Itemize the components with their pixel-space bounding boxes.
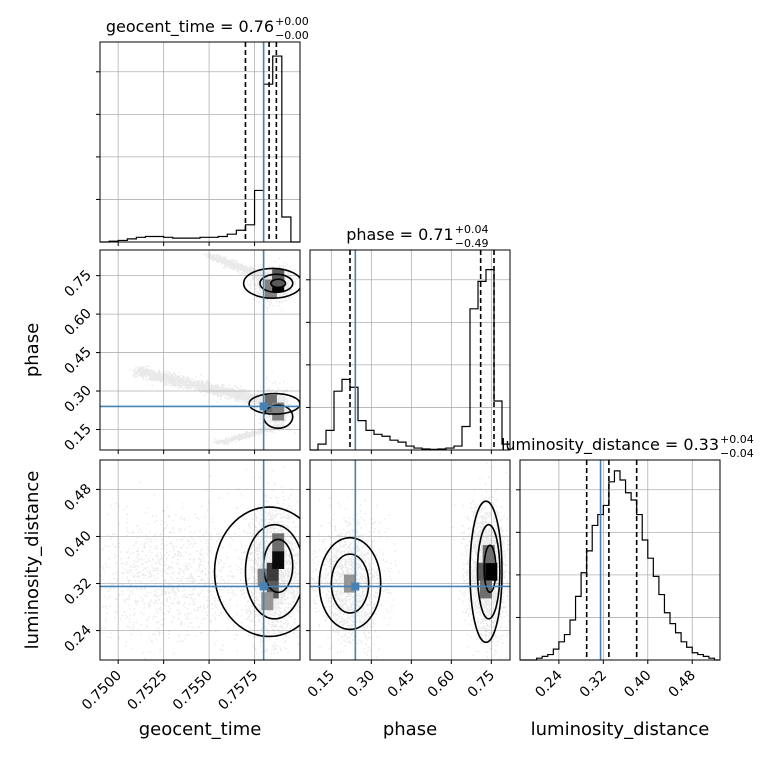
title-geocent_time: geocent_time = 0.76 bbox=[106, 17, 274, 37]
histogram-frame bbox=[519, 459, 721, 661]
density-cell-2 bbox=[272, 269, 285, 288]
x-tick-label-geocent_time: 0.7500 bbox=[79, 668, 125, 714]
contour-2 bbox=[469, 500, 503, 644]
x-axis-label-luminosity_distance: luminosity_distance bbox=[531, 719, 710, 740]
histogram-phase bbox=[310, 269, 510, 451]
histogram-panel-geocent_time bbox=[96, 41, 301, 246]
density-cell-3 bbox=[482, 545, 495, 564]
contour-frame bbox=[99, 249, 301, 451]
y-tick-label-phase: 0.30 bbox=[61, 383, 94, 416]
y-tick-label-phase: 0.15 bbox=[61, 421, 94, 454]
truth-marker bbox=[259, 402, 268, 411]
contour-1 bbox=[244, 523, 300, 620]
x-tick-label-luminosity_distance: 0.24 bbox=[532, 667, 565, 700]
y-axis-label-luminosity_distance: luminosity_distance bbox=[22, 471, 43, 650]
histogram-luminosity_distance bbox=[520, 470, 720, 661]
y-tick-label-luminosity_distance: 0.24 bbox=[61, 622, 94, 655]
contour-1 bbox=[259, 273, 294, 294]
x-axis-label-phase: phase bbox=[383, 719, 437, 740]
density-cell-4 bbox=[272, 533, 285, 552]
contour-0 bbox=[213, 506, 300, 638]
x-axis-label-geocent_time: geocent_time bbox=[139, 719, 262, 740]
contour-3 bbox=[476, 523, 501, 620]
y-tick-label-phase: 0.45 bbox=[61, 344, 94, 377]
contour-frame bbox=[99, 459, 301, 661]
histogram-panel-luminosity_distance bbox=[516, 459, 721, 664]
density-cell-4 bbox=[480, 580, 492, 599]
y-tick-label-luminosity_distance: 0.48 bbox=[61, 481, 94, 514]
panel-content bbox=[100, 250, 300, 450]
title-luminosity_distance-upper-error: +0.04 bbox=[720, 433, 754, 446]
y-tick-label-phase: 0.60 bbox=[61, 306, 94, 339]
contour-panel-geocent_time-vs-phase bbox=[96, 249, 301, 454]
contour-2 bbox=[270, 278, 287, 289]
histogram-frame bbox=[99, 41, 301, 243]
histogram-frame bbox=[309, 249, 511, 451]
contour-1 bbox=[330, 553, 370, 614]
scatter-samples bbox=[100, 466, 300, 660]
x-tick-label-geocent_time: 0.7575 bbox=[215, 668, 261, 714]
panel-content bbox=[100, 460, 300, 660]
title-phase-lower-error: −0.49 bbox=[455, 237, 489, 250]
x-tick-label-luminosity_distance: 0.40 bbox=[621, 668, 654, 701]
density-cell-2 bbox=[485, 562, 498, 581]
contour-0 bbox=[318, 536, 382, 631]
contour-4 bbox=[483, 544, 497, 594]
histogram-panel-phase bbox=[306, 249, 511, 454]
histogram-geocent_time bbox=[100, 55, 300, 243]
contour-panel-geocent_time-vs-luminosity_distance bbox=[96, 459, 301, 664]
title-luminosity_distance-lower-error: −0.04 bbox=[720, 447, 754, 460]
x-tick-label-phase: 0.15 bbox=[305, 668, 338, 701]
truth-marker bbox=[351, 582, 360, 591]
y-axis-label-phase: phase bbox=[22, 323, 43, 377]
contour-panel-phase-vs-luminosity_distance bbox=[306, 459, 511, 664]
truth-marker bbox=[259, 582, 268, 591]
contour-frame bbox=[309, 459, 511, 661]
title-phase: phase = 0.71 bbox=[346, 225, 453, 244]
x-tick-label-luminosity_distance: 0.32 bbox=[577, 668, 610, 701]
contour-0 bbox=[242, 267, 300, 300]
density-cell-3 bbox=[272, 551, 285, 569]
x-tick-label-geocent_time: 0.7525 bbox=[125, 668, 171, 714]
title-phase-upper-error: +0.04 bbox=[455, 223, 489, 236]
title-geocent_time-upper-error: +0.00 bbox=[275, 15, 309, 28]
x-tick-label-phase: 0.30 bbox=[345, 668, 378, 701]
y-tick-label-luminosity_distance: 0.40 bbox=[61, 528, 94, 561]
title-luminosity_distance: luminosity_distance = 0.33 bbox=[501, 435, 719, 455]
x-tick-label-phase: 0.60 bbox=[425, 668, 458, 701]
x-tick-label-luminosity_distance: 0.48 bbox=[666, 668, 699, 701]
y-tick-label-luminosity_distance: 0.32 bbox=[61, 575, 94, 608]
x-tick-label-geocent_time: 0.7550 bbox=[170, 668, 216, 714]
x-tick-label-phase: 0.45 bbox=[385, 668, 418, 701]
title-geocent_time-lower-error: −0.00 bbox=[275, 29, 309, 42]
y-tick-label-phase: 0.75 bbox=[61, 267, 94, 300]
x-tick-label-phase: 0.75 bbox=[465, 668, 498, 701]
panel-content bbox=[310, 460, 510, 660]
